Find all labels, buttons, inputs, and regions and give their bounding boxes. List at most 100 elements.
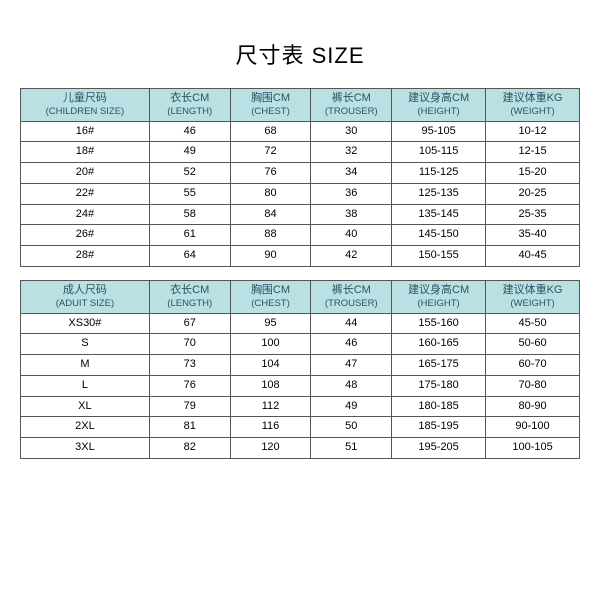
adult-header: 成人尺码 (ADUIT SIZE) 衣长CM (LENGTH) 胸围CM (CH…: [21, 280, 580, 313]
table-row: 24#588438135-14525-35: [21, 204, 580, 225]
adults-chest: 100: [230, 334, 311, 355]
children-height: 105-115: [392, 142, 486, 163]
col-chest: 胸围CM (CHEST): [230, 280, 311, 313]
children-height: 135-145: [392, 204, 486, 225]
children-header: 儿童尺码 (CHILDREN SIZE) 衣长CM (LENGTH) 胸围CM …: [21, 89, 580, 122]
table-row: 3XL8212051195-205100-105: [21, 438, 580, 459]
table-row: 22#558036125-13520-25: [21, 183, 580, 204]
adults-chest: 104: [230, 355, 311, 376]
adults-weight: 90-100: [486, 417, 580, 438]
children-length: 52: [149, 163, 230, 184]
col-length: 衣长CM (LENGTH): [149, 280, 230, 313]
adults-trouser: 51: [311, 438, 392, 459]
adults-size: M: [21, 355, 150, 376]
adults-size: S: [21, 334, 150, 355]
children-size: 16#: [21, 121, 150, 142]
children-weight: 10-12: [486, 121, 580, 142]
table-row: L7610848175-18070-80: [21, 375, 580, 396]
adults-trouser: 44: [311, 313, 392, 334]
adults-trouser: 47: [311, 355, 392, 376]
table-row: 18#497232105-11512-15: [21, 142, 580, 163]
children-size: 26#: [21, 225, 150, 246]
adults-chest: 108: [230, 375, 311, 396]
adults-height: 160-165: [392, 334, 486, 355]
children-height: 150-155: [392, 246, 486, 267]
children-body: 16#46683095-10510-1218#497232105-11512-1…: [21, 121, 580, 266]
children-height: 95-105: [392, 121, 486, 142]
children-length: 49: [149, 142, 230, 163]
table-row: S7010046160-16550-60: [21, 334, 580, 355]
adults-length: 67: [149, 313, 230, 334]
adults-weight: 70-80: [486, 375, 580, 396]
children-length: 61: [149, 225, 230, 246]
table-row: 16#46683095-10510-12: [21, 121, 580, 142]
children-size: 28#: [21, 246, 150, 267]
adults-length: 70: [149, 334, 230, 355]
table-row: 2XL8111650185-19590-100: [21, 417, 580, 438]
col-length: 衣长CM (LENGTH): [149, 89, 230, 122]
children-size: 24#: [21, 204, 150, 225]
children-weight: 15-20: [486, 163, 580, 184]
children-weight: 40-45: [486, 246, 580, 267]
children-length: 64: [149, 246, 230, 267]
col-height: 建议身高CM (HEIGHT): [392, 280, 486, 313]
children-chest: 84: [230, 204, 311, 225]
adults-length: 81: [149, 417, 230, 438]
col-weight: 建议体重KG (WEIGHT): [486, 89, 580, 122]
col-size-adult: 成人尺码 (ADUIT SIZE): [21, 280, 150, 313]
adults-weight: 45-50: [486, 313, 580, 334]
children-size: 18#: [21, 142, 150, 163]
adults-height: 155-160: [392, 313, 486, 334]
children-size: 20#: [21, 163, 150, 184]
children-weight: 20-25: [486, 183, 580, 204]
children-trouser: 30: [311, 121, 392, 142]
col-size-child-cn: 儿童尺码: [23, 92, 147, 106]
adults-height: 175-180: [392, 375, 486, 396]
table-row: 20#527634115-12515-20: [21, 163, 580, 184]
children-chest: 90: [230, 246, 311, 267]
children-size: 22#: [21, 183, 150, 204]
adults-chest: 120: [230, 438, 311, 459]
children-length: 46: [149, 121, 230, 142]
table-row: M7310447165-17560-70: [21, 355, 580, 376]
adults-weight: 50-60: [486, 334, 580, 355]
adult-body: XS30#679544155-16045-50S7010046160-16550…: [21, 313, 580, 458]
adults-weight: 60-70: [486, 355, 580, 376]
table-row: 26#618840145-15035-40: [21, 225, 580, 246]
adults-height: 185-195: [392, 417, 486, 438]
table-row: XL7911249180-18580-90: [21, 396, 580, 417]
children-height: 125-135: [392, 183, 486, 204]
adults-trouser: 46: [311, 334, 392, 355]
adults-length: 79: [149, 396, 230, 417]
adults-chest: 112: [230, 396, 311, 417]
table-row: XS30#679544155-16045-50: [21, 313, 580, 334]
children-length: 58: [149, 204, 230, 225]
col-size-child: 儿童尺码 (CHILDREN SIZE): [21, 89, 150, 122]
children-weight: 35-40: [486, 225, 580, 246]
children-trouser: 38: [311, 204, 392, 225]
children-height: 145-150: [392, 225, 486, 246]
adults-height: 165-175: [392, 355, 486, 376]
adults-trouser: 49: [311, 396, 392, 417]
adults-size: XL: [21, 396, 150, 417]
table-row: 28#649042150-15540-45: [21, 246, 580, 267]
children-trouser: 40: [311, 225, 392, 246]
adults-weight: 100-105: [486, 438, 580, 459]
adults-length: 82: [149, 438, 230, 459]
col-size-child-en: (CHILDREN SIZE): [23, 106, 147, 118]
children-length: 55: [149, 183, 230, 204]
adults-size: L: [21, 375, 150, 396]
adults-chest: 95: [230, 313, 311, 334]
adults-trouser: 48: [311, 375, 392, 396]
adults-size: 2XL: [21, 417, 150, 438]
col-chest: 胸围CM (CHEST): [230, 89, 311, 122]
children-chest: 72: [230, 142, 311, 163]
children-height: 115-125: [392, 163, 486, 184]
children-chest: 88: [230, 225, 311, 246]
children-trouser: 42: [311, 246, 392, 267]
children-chest: 76: [230, 163, 311, 184]
page-title: 尺寸表 SIZE: [235, 38, 364, 70]
adults-size: 3XL: [21, 438, 150, 459]
adults-size: XS30#: [21, 313, 150, 334]
section-gap: [21, 266, 580, 280]
